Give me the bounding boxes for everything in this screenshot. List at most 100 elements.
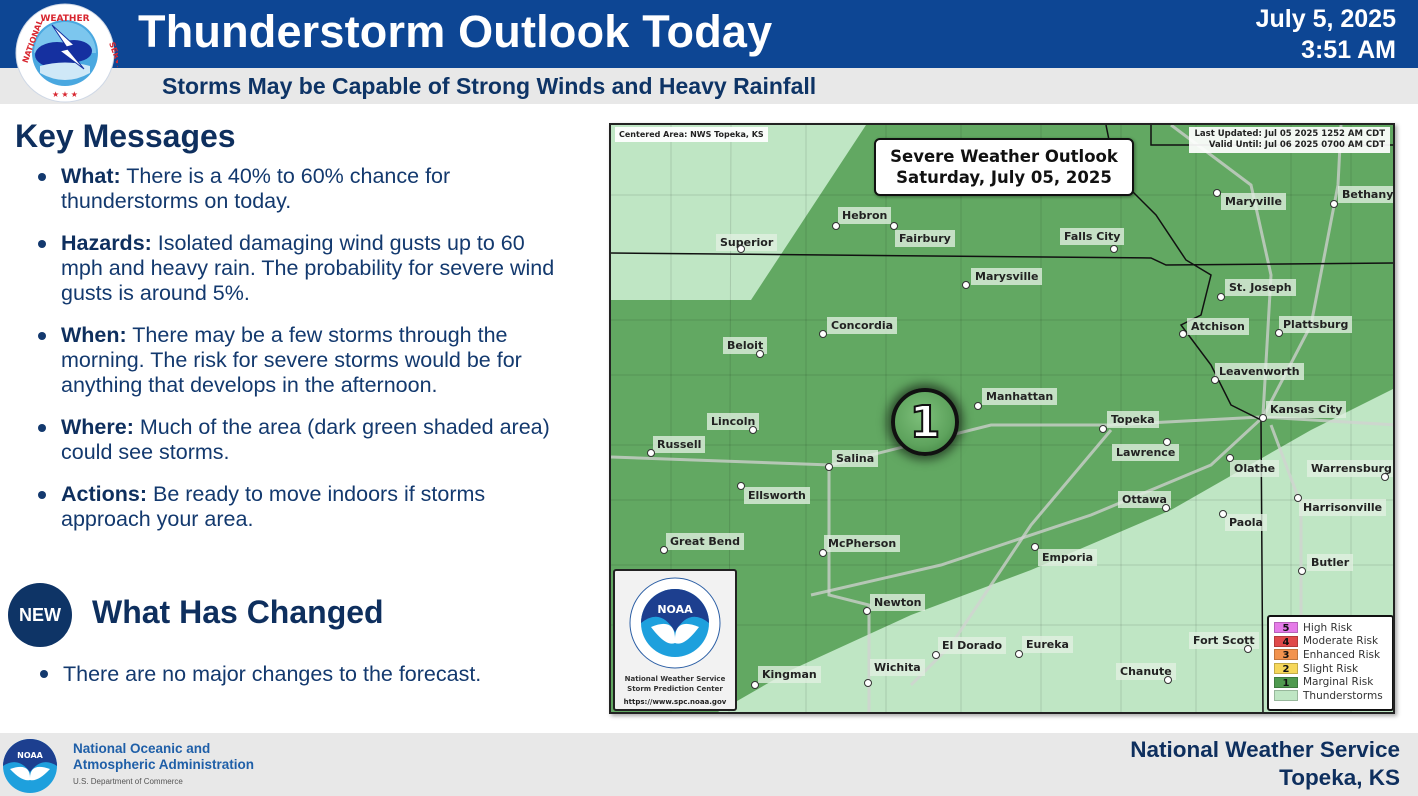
city-label: Hebron bbox=[838, 207, 892, 224]
city-label: Kingman bbox=[758, 666, 821, 683]
city-marker-icon bbox=[1110, 245, 1118, 253]
city-marker-icon bbox=[864, 679, 872, 687]
marginal-risk-marker: 1 bbox=[891, 388, 959, 456]
city-marker-icon bbox=[737, 245, 745, 253]
noaa-logo-icon: NOAA bbox=[629, 577, 721, 669]
city-label: Harrisonville bbox=[1299, 499, 1387, 516]
spc-url[interactable]: https://www.spc.noaa.gov bbox=[623, 698, 727, 706]
map-timestamps: Last Updated: Jul 05 2025 1252 AM CDT Va… bbox=[1189, 127, 1390, 153]
city-marker-icon bbox=[863, 607, 871, 615]
city-marker-icon bbox=[1099, 425, 1107, 433]
city-marker-icon bbox=[832, 222, 840, 230]
city-label: Lincoln bbox=[707, 413, 760, 430]
nws-office-location: Topeka, KS bbox=[1279, 765, 1400, 790]
outlook-date: Saturday, July 05, 2025 bbox=[896, 168, 1112, 187]
footer-bar bbox=[0, 733, 1418, 796]
city-label: Warrensburg bbox=[1307, 460, 1393, 477]
city-marker-icon bbox=[756, 350, 764, 358]
legend-label: Slight Risk bbox=[1303, 662, 1359, 675]
legend-label: Thunderstorms bbox=[1303, 689, 1383, 702]
legend-label: High Risk bbox=[1303, 621, 1353, 634]
key-message-label: Actions: bbox=[61, 482, 147, 506]
city-label: Concordia bbox=[827, 317, 898, 334]
city-label: St. Joseph bbox=[1225, 279, 1296, 296]
legend-item-slight: 2 Slight Risk bbox=[1274, 662, 1387, 676]
city-marker-icon bbox=[1381, 473, 1389, 481]
credit-line-nws: National Weather Service bbox=[624, 675, 726, 683]
city-marker-icon bbox=[1015, 650, 1023, 658]
city-marker-icon bbox=[1163, 438, 1171, 446]
city-label: Chanute bbox=[1116, 663, 1176, 680]
city-marker-icon bbox=[962, 281, 970, 289]
bullet-icon bbox=[38, 332, 46, 340]
city-marker-icon bbox=[974, 402, 982, 410]
last-updated: Last Updated: Jul 05 2025 1252 AM CDT bbox=[1194, 129, 1385, 139]
city-marker-icon bbox=[819, 549, 827, 557]
city-marker-icon bbox=[1164, 676, 1172, 684]
nws-logo-icon: WEATHER NATIONAL SERVICE ★ ★ ★ bbox=[15, 3, 118, 103]
legend-swatch: 4 bbox=[1274, 635, 1298, 648]
what-changed-list: There are no major changes to the foreca… bbox=[38, 662, 481, 687]
valid-until: Valid Until: Jul 06 2025 0700 AM CDT bbox=[1208, 140, 1385, 150]
centered-area-label: Centered Area: NWS Topeka, KS bbox=[615, 127, 768, 142]
key-message-text: There is a 40% to 60% chance for thunder… bbox=[61, 164, 451, 213]
city-label: Fairbury bbox=[895, 230, 955, 247]
legend-item-marginal: 1 Marginal Risk bbox=[1274, 675, 1387, 689]
city-marker-icon bbox=[932, 651, 940, 659]
city-label: Paola bbox=[1225, 514, 1267, 531]
nws-office: National Weather Service Topeka, KS bbox=[1130, 736, 1400, 792]
city-marker-icon bbox=[1219, 510, 1227, 518]
city-marker-icon bbox=[1226, 454, 1234, 462]
severe-outlook-map: Centered Area: NWS Topeka, KS Last Updat… bbox=[609, 123, 1395, 714]
page-subtitle: Storms May be Capable of Strong Winds an… bbox=[162, 73, 817, 99]
bullet-icon bbox=[38, 424, 46, 432]
city-label: Eureka bbox=[1022, 636, 1073, 653]
bullet-icon bbox=[38, 173, 46, 181]
header-bar bbox=[0, 0, 1418, 68]
city-marker-icon bbox=[1275, 329, 1283, 337]
city-marker-icon bbox=[1211, 376, 1219, 384]
legend-label: Enhanced Risk bbox=[1303, 648, 1381, 661]
svg-text:NOAA: NOAA bbox=[657, 603, 693, 616]
city-label: Lawrence bbox=[1112, 444, 1180, 461]
key-message-when: When: There may be a few storms through … bbox=[36, 323, 556, 398]
city-marker-icon bbox=[1330, 200, 1338, 208]
city-marker-icon bbox=[737, 482, 745, 490]
city-label: Olathe bbox=[1230, 460, 1280, 477]
city-marker-icon bbox=[647, 449, 655, 457]
city-label: Fort Scott bbox=[1189, 632, 1259, 649]
key-message-text: There may be a few storms through the mo… bbox=[61, 323, 522, 397]
city-label: Wichita bbox=[870, 659, 925, 676]
city-label: Atchison bbox=[1187, 318, 1249, 335]
nws-office-name: National Weather Service bbox=[1130, 737, 1400, 762]
key-message-label: Hazards: bbox=[61, 231, 152, 255]
city-label: Maryville bbox=[1221, 193, 1286, 210]
new-badge: NEW bbox=[8, 583, 72, 647]
issued-time: 3:51 AM bbox=[1301, 36, 1396, 64]
what-changed-item: There are no major changes to the foreca… bbox=[38, 662, 481, 687]
key-message-what: What: There is a 40% to 60% chance for t… bbox=[36, 164, 556, 214]
key-messages-heading: Key Messages bbox=[15, 118, 236, 154]
city-label: Bethany bbox=[1338, 186, 1393, 203]
legend-item-enhanced: 3 Enhanced Risk bbox=[1274, 648, 1387, 662]
city-marker-icon bbox=[1298, 567, 1306, 575]
subtitle-bar bbox=[0, 68, 1418, 104]
legend-item-thunderstorms: Thunderstorms bbox=[1274, 689, 1387, 703]
key-message-actions: Actions: Be ready to move indoors if sto… bbox=[36, 482, 556, 532]
city-marker-icon bbox=[819, 330, 827, 338]
key-messages-list: What: There is a 40% to 60% chance for t… bbox=[36, 164, 556, 549]
city-label: Emporia bbox=[1038, 549, 1098, 566]
city-label: Ellsworth bbox=[744, 487, 810, 504]
what-changed-text: There are no major changes to the foreca… bbox=[63, 662, 482, 686]
city-marker-icon bbox=[660, 546, 668, 554]
bullet-icon bbox=[40, 670, 48, 678]
city-marker-icon bbox=[825, 463, 833, 471]
legend-swatch: 2 bbox=[1274, 663, 1298, 675]
noaa-name-line1: National Oceanic and bbox=[73, 741, 211, 756]
city-label: Topeka bbox=[1107, 411, 1159, 428]
city-label: Superior bbox=[716, 234, 778, 251]
city-label: Plattsburg bbox=[1279, 316, 1353, 333]
page-title: Thunderstorm Outlook Today bbox=[138, 6, 773, 57]
svg-text:★ ★ ★: ★ ★ ★ bbox=[52, 90, 78, 99]
svg-text:NOAA: NOAA bbox=[17, 751, 43, 760]
